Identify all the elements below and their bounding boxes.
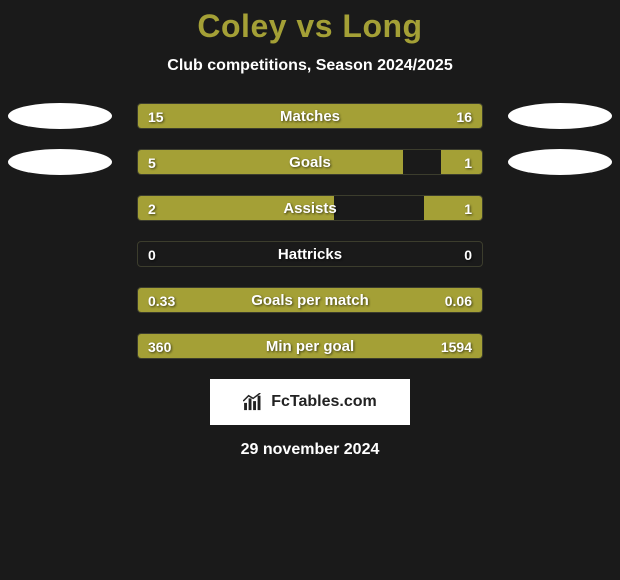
comparison-infographic: Coley vs Long Club competitions, Season … [0,0,620,459]
stat-bar-fill-right [200,334,482,358]
stat-bar-track: 21Assists [137,195,483,221]
stat-bar-fill-left [138,150,403,174]
player-left-avatar [8,103,112,129]
stat-bar-fill-right [430,288,482,312]
stat-bar-fill-right [303,104,482,128]
stat-rows: 1516Matches 51Goals 21Assists 0 0Hattricks 0.… [0,103,620,359]
stat-row: 51Goals [0,149,620,175]
player-right-avatar [508,103,612,129]
stat-bar-track: 1516Matches [137,103,483,129]
player-right-avatar [508,149,612,175]
player-left-avatar [8,149,112,175]
stat-bar-track: 3601594Min per goal [137,333,483,359]
bar-chart-icon [243,393,265,411]
stat-bar-track: 51Goals [137,149,483,175]
stat-label: Hattricks [138,242,482,267]
stat-bar-track: 0.330.06Goals per match [137,287,483,313]
stat-bar-fill-right [441,150,482,174]
stat-bar-fill-left [138,334,200,358]
stat-value-right: 0 [464,242,472,267]
stat-row: 0.330.06Goals per match [0,287,620,313]
stat-bar-fill-left [138,196,334,220]
stat-value-left: 0 [148,242,156,267]
stat-row: 1516Matches [0,103,620,129]
stat-bar-track: 0 0Hattricks [137,241,483,267]
stat-bar-fill-left [138,104,303,128]
subtitle: Club competitions, Season 2024/2025 [0,57,620,75]
stat-bar-fill-left [138,288,430,312]
source-logo: FcTables.com [210,379,410,425]
date: 29 november 2024 [0,441,620,459]
stat-bar-fill-right [424,196,482,220]
stat-row: 21Assists [0,195,620,221]
stat-row: 3601594Min per goal [0,333,620,359]
title: Coley vs Long [0,8,620,45]
stat-row: 0 0Hattricks [0,241,620,267]
logo-text: FcTables.com [271,393,377,411]
